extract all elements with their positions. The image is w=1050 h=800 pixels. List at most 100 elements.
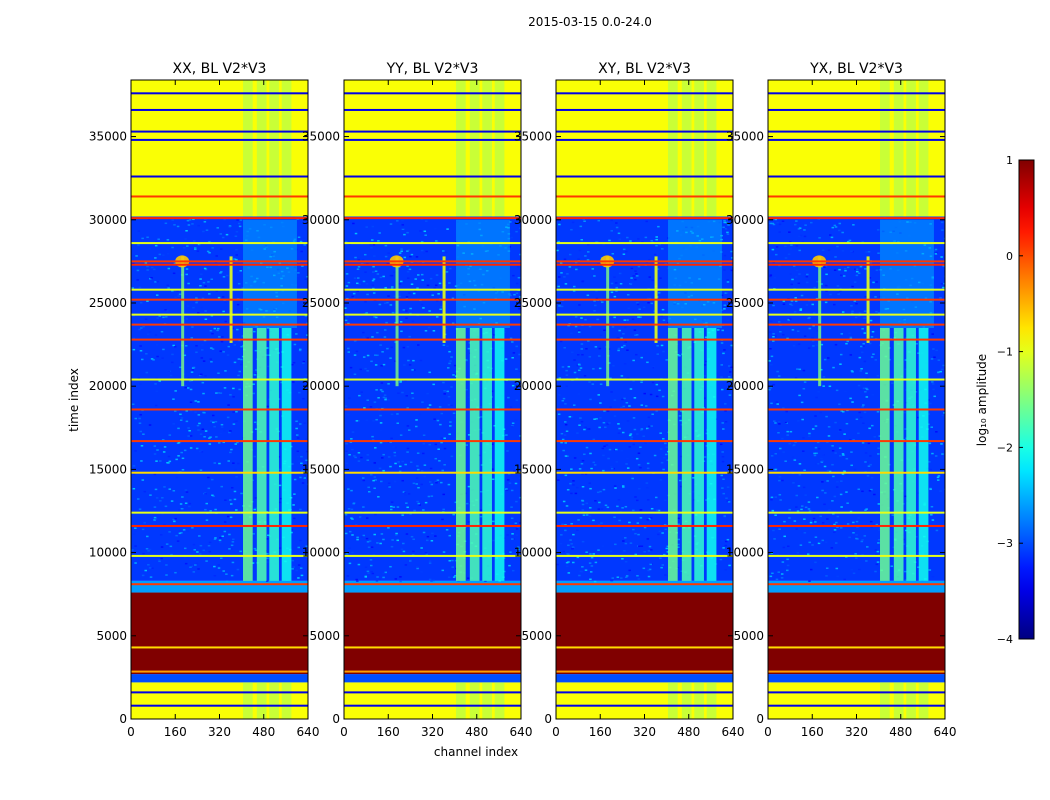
time-flag-line — [344, 338, 521, 341]
panels-group: XX, BL V2*V3 0 160 320 480 640 0 5000 10000 15000… — [89, 61, 957, 739]
heatmap-area — [556, 80, 733, 719]
rfi-line — [395, 256, 399, 387]
time-flag-line — [556, 242, 733, 245]
time-flag-line — [556, 408, 733, 411]
time-flag-line — [556, 691, 733, 694]
time-flag-line — [131, 92, 308, 95]
time-flag-line — [768, 92, 945, 95]
time-flag-line — [556, 298, 733, 301]
colorbar-tick-label: 0 — [1006, 250, 1013, 263]
time-flag-line — [768, 378, 945, 381]
time-flag-line — [768, 313, 945, 316]
time-flag-line — [768, 408, 945, 411]
time-flag-line — [131, 175, 308, 178]
time-flag-line — [344, 263, 521, 266]
panel-title: YY, BL V2*V3 — [386, 61, 479, 77]
y-tick-label: 5000 — [733, 629, 764, 643]
time-flag-line — [131, 524, 308, 527]
time-flag-line — [768, 288, 945, 291]
time-flag-line — [344, 471, 521, 474]
time-flag-line — [768, 511, 945, 514]
x-tick-label: 320 — [633, 725, 656, 739]
y-tick-label: 5000 — [309, 629, 340, 643]
time-flag-line — [344, 92, 521, 95]
signal-band — [668, 80, 722, 719]
time-flag-line — [768, 646, 945, 649]
time-flag-line — [344, 242, 521, 245]
time-flag-line — [344, 323, 521, 326]
y-tick-label: 10000 — [726, 546, 764, 560]
time-flag-line — [131, 646, 308, 649]
time-flag-line — [556, 471, 733, 474]
time-flag-line — [131, 323, 308, 326]
signal-band — [456, 80, 510, 719]
colorbar-tick-label: 1 — [1006, 154, 1013, 167]
time-flag-line — [131, 263, 308, 266]
time-flag-line — [344, 130, 521, 133]
time-flag-line — [768, 471, 945, 474]
time-flag-line — [556, 583, 733, 586]
y-tick-label: 25000 — [89, 296, 127, 310]
time-flag-line — [556, 511, 733, 514]
panel-2: XY, BL V2*V3 0 160 320 480 640 0 5000 10000 15000… — [514, 61, 745, 739]
y-tick-label: 25000 — [514, 296, 552, 310]
time-flag-line — [131, 471, 308, 474]
time-flag-line — [131, 408, 308, 411]
y-tick-label: 30000 — [302, 213, 340, 227]
time-flag-line — [131, 217, 308, 220]
time-flag-line — [131, 130, 308, 133]
y-tick-label: 20000 — [514, 379, 552, 393]
rfi-line — [818, 256, 822, 387]
time-flag-line — [556, 338, 733, 341]
y-tick-label: 15000 — [302, 462, 340, 476]
time-flag-line — [768, 217, 945, 220]
x-tick-label: 480 — [677, 725, 700, 739]
time-flag-line — [344, 583, 521, 586]
y-tick-label: 30000 — [89, 213, 127, 227]
y-tick-label: 20000 — [302, 379, 340, 393]
time-flag-line — [556, 313, 733, 316]
colorbar-gradient — [1018, 159, 1035, 640]
time-flag-line — [344, 195, 521, 198]
y-tick-label: 10000 — [514, 546, 552, 560]
y-tick-label: 5000 — [521, 629, 552, 643]
heatmap-region — [131, 580, 308, 593]
y-tick-label: 35000 — [302, 130, 340, 144]
heatmap-region — [344, 674, 521, 683]
x-tick-label: 160 — [801, 725, 824, 739]
time-flag-line — [344, 670, 521, 673]
y-tick-label: 0 — [756, 712, 764, 726]
time-flag-line — [768, 108, 945, 111]
time-flag-line — [344, 288, 521, 291]
x-tick-label: 160 — [377, 725, 400, 739]
y-tick-label: 5000 — [96, 629, 127, 643]
time-flag-line — [768, 298, 945, 301]
x-tick-label: 480 — [889, 725, 912, 739]
time-flag-line — [768, 440, 945, 443]
time-flag-line — [344, 217, 521, 220]
time-flag-line — [768, 338, 945, 341]
y-tick-label: 0 — [544, 712, 552, 726]
signal-band — [243, 80, 297, 719]
time-flag-line — [768, 263, 945, 266]
panel-title: XY, BL V2*V3 — [598, 61, 691, 77]
time-flag-line — [131, 138, 308, 141]
time-flag-line — [556, 646, 733, 649]
time-flag-line — [556, 195, 733, 198]
time-flag-line — [131, 583, 308, 586]
time-flag-line — [556, 704, 733, 707]
time-flag-line — [768, 524, 945, 527]
colorbar-label: log₁₀ amplitude — [975, 354, 989, 446]
time-flag-line — [556, 288, 733, 291]
x-tick-label: 640 — [722, 725, 745, 739]
time-flag-line — [768, 130, 945, 133]
y-tick-label: 25000 — [726, 296, 764, 310]
colorbar: 1 0 −1 −2 −3 −4 log₁₀ amplitude — [975, 154, 1035, 646]
heatmap-region — [131, 682, 308, 719]
y-tick-label: 0 — [119, 712, 127, 726]
panel-title: XX, BL V2*V3 — [173, 61, 267, 77]
y-tick-label: 10000 — [302, 546, 340, 560]
time-flag-line — [768, 583, 945, 586]
panel-title: YX, BL V2*V3 — [809, 61, 903, 77]
